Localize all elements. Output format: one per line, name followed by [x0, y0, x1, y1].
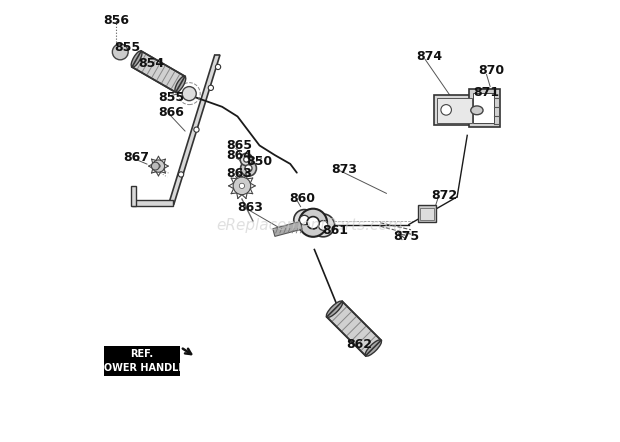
Text: 870: 870	[478, 64, 504, 77]
Text: 850: 850	[246, 155, 272, 168]
Text: 866: 866	[159, 106, 184, 118]
Circle shape	[307, 217, 319, 229]
Circle shape	[318, 221, 328, 230]
Circle shape	[299, 209, 327, 237]
Text: 863: 863	[226, 167, 252, 180]
Text: 860: 860	[289, 192, 315, 205]
Circle shape	[151, 162, 159, 170]
Text: 854: 854	[139, 57, 165, 70]
Circle shape	[112, 44, 128, 60]
Polygon shape	[169, 55, 220, 204]
Bar	[131, 186, 136, 206]
Circle shape	[240, 153, 252, 166]
Text: 874: 874	[416, 50, 443, 63]
Ellipse shape	[326, 301, 343, 317]
Circle shape	[441, 105, 451, 115]
Circle shape	[312, 214, 335, 237]
Circle shape	[241, 160, 257, 176]
Text: 865: 865	[226, 139, 252, 152]
Bar	[474, 93, 495, 123]
Circle shape	[208, 85, 213, 91]
Bar	[132, 51, 185, 92]
Ellipse shape	[471, 106, 483, 115]
Ellipse shape	[175, 76, 186, 92]
Bar	[132, 200, 173, 206]
Text: eReplacementParts.com: eReplacementParts.com	[216, 218, 404, 233]
Bar	[327, 301, 381, 356]
Bar	[104, 346, 180, 376]
Circle shape	[244, 157, 249, 162]
Text: 872: 872	[431, 189, 457, 202]
Text: 856: 856	[104, 14, 130, 27]
Circle shape	[182, 87, 197, 101]
Circle shape	[157, 164, 161, 168]
Text: 875: 875	[394, 230, 420, 243]
Text: 871: 871	[474, 86, 500, 99]
Text: 861: 861	[322, 224, 348, 237]
Circle shape	[215, 64, 221, 69]
Text: 855: 855	[115, 41, 141, 54]
Bar	[437, 99, 472, 122]
Text: 855: 855	[159, 91, 185, 103]
Text: 873: 873	[331, 163, 357, 175]
Bar	[132, 51, 185, 92]
Text: 867: 867	[123, 151, 149, 164]
Text: 863: 863	[237, 201, 264, 214]
Bar	[327, 301, 381, 356]
Circle shape	[153, 160, 165, 172]
Circle shape	[239, 183, 244, 188]
Circle shape	[299, 215, 309, 225]
Circle shape	[294, 210, 315, 231]
Text: REF.
LOWER HANDLE: REF. LOWER HANDLE	[99, 349, 185, 373]
Bar	[434, 95, 477, 125]
Bar	[469, 89, 500, 126]
Bar	[420, 208, 434, 220]
Circle shape	[245, 165, 252, 172]
Bar	[273, 221, 303, 236]
Circle shape	[233, 177, 250, 194]
Circle shape	[179, 172, 184, 177]
Text: 864: 864	[226, 149, 252, 163]
Ellipse shape	[365, 340, 381, 356]
Bar	[418, 205, 436, 222]
Ellipse shape	[131, 51, 142, 67]
Circle shape	[194, 127, 199, 132]
Text: 862: 862	[346, 339, 372, 351]
